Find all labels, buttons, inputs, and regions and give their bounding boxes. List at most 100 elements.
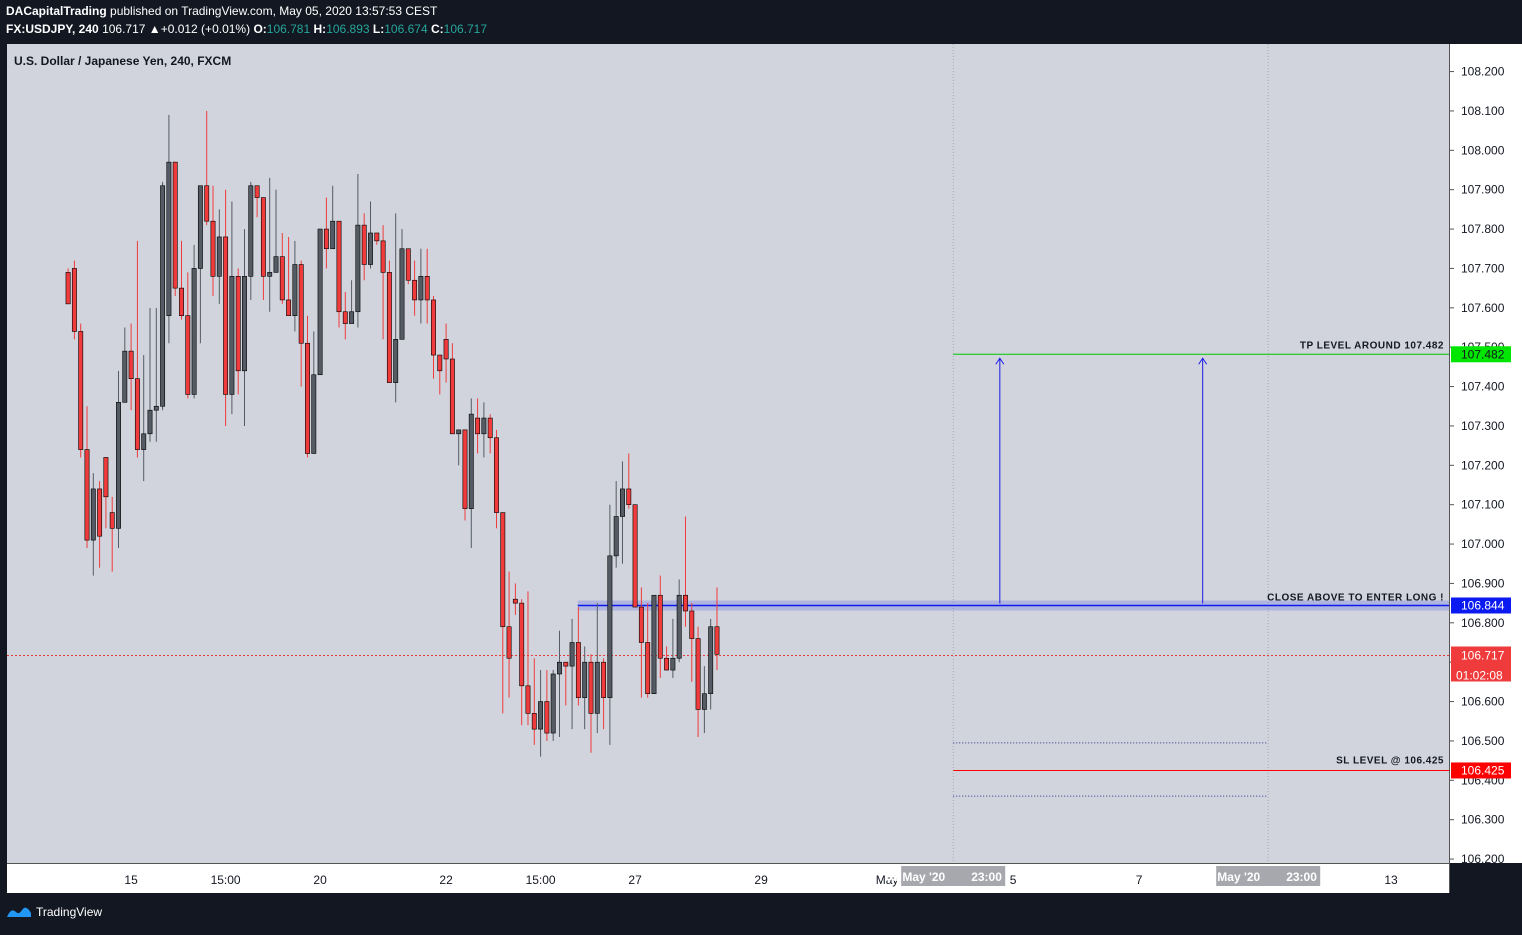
candle[interactable] xyxy=(399,229,405,340)
candle[interactable] xyxy=(374,232,380,245)
candle[interactable] xyxy=(317,228,323,376)
candle[interactable] xyxy=(500,512,506,714)
candle[interactable] xyxy=(84,406,90,548)
candle[interactable] xyxy=(179,240,184,320)
candle[interactable] xyxy=(330,185,336,250)
candle[interactable] xyxy=(695,626,701,737)
candle[interactable] xyxy=(323,197,329,269)
footer-brand[interactable]: TradingView xyxy=(6,902,102,922)
candle[interactable] xyxy=(645,603,651,698)
candle[interactable] xyxy=(405,248,411,285)
candle[interactable] xyxy=(494,429,499,529)
candle[interactable] xyxy=(657,575,663,678)
author-name[interactable]: DACapitalTrading xyxy=(6,4,107,18)
candle[interactable] xyxy=(305,315,310,458)
candle[interactable] xyxy=(210,185,216,296)
candle[interactable] xyxy=(128,323,134,411)
candle[interactable] xyxy=(116,370,121,548)
candle[interactable] xyxy=(185,272,191,399)
candle[interactable] xyxy=(525,591,531,726)
candle[interactable] xyxy=(267,177,273,312)
candle[interactable] xyxy=(229,201,235,415)
candle[interactable] xyxy=(418,248,424,324)
candle[interactable] xyxy=(349,280,355,324)
candle[interactable] xyxy=(97,481,103,568)
candle[interactable] xyxy=(172,161,178,296)
candle[interactable] xyxy=(204,110,210,226)
candle[interactable] xyxy=(279,233,285,304)
candle[interactable] xyxy=(342,292,348,340)
candle[interactable] xyxy=(601,658,607,730)
candle[interactable] xyxy=(594,603,600,734)
candle[interactable] xyxy=(613,481,619,568)
candle[interactable] xyxy=(569,618,575,730)
candle[interactable] xyxy=(248,181,254,300)
candle[interactable] xyxy=(254,185,260,218)
candle[interactable] xyxy=(607,504,613,745)
candle[interactable] xyxy=(632,504,638,608)
candle[interactable] xyxy=(550,670,556,741)
candle[interactable] xyxy=(122,327,128,403)
candle[interactable] xyxy=(260,197,266,300)
candle[interactable] xyxy=(65,268,71,305)
candle[interactable] xyxy=(311,331,317,454)
candle[interactable] xyxy=(512,583,518,615)
candle[interactable] xyxy=(412,260,418,316)
candle[interactable] xyxy=(166,114,172,344)
candle[interactable] xyxy=(456,429,462,466)
candle[interactable] xyxy=(475,398,481,454)
candle[interactable] xyxy=(701,666,707,734)
candle[interactable] xyxy=(223,189,229,426)
candle[interactable] xyxy=(481,402,487,458)
candle[interactable] xyxy=(651,594,657,694)
candle[interactable] xyxy=(286,236,292,316)
time-axis[interactable] xyxy=(7,864,1449,893)
candle[interactable] xyxy=(588,654,594,753)
target-arrow[interactable] xyxy=(1198,357,1208,604)
candle[interactable] xyxy=(708,618,714,710)
candle[interactable] xyxy=(689,603,695,682)
candle[interactable] xyxy=(487,414,493,454)
target-arrow[interactable] xyxy=(995,357,1005,604)
candle[interactable] xyxy=(620,461,625,564)
candle[interactable] xyxy=(235,268,241,395)
candle[interactable] xyxy=(336,220,342,328)
candle[interactable] xyxy=(563,661,569,706)
candle[interactable] xyxy=(519,599,525,726)
plot-background[interactable] xyxy=(7,44,1449,863)
candle[interactable] xyxy=(544,670,550,741)
candle[interactable] xyxy=(242,229,247,426)
candle[interactable] xyxy=(147,307,153,442)
candle[interactable] xyxy=(626,453,632,509)
candle[interactable] xyxy=(368,201,373,269)
candle[interactable] xyxy=(575,607,581,706)
candle[interactable] xyxy=(355,173,361,328)
candle[interactable] xyxy=(78,323,84,458)
candle[interactable] xyxy=(141,355,147,482)
candle[interactable] xyxy=(676,579,682,663)
candle[interactable] xyxy=(462,429,468,521)
candle[interactable] xyxy=(109,496,115,572)
candle[interactable] xyxy=(638,587,644,698)
candle[interactable] xyxy=(191,244,197,399)
candle[interactable] xyxy=(393,213,399,403)
candle[interactable] xyxy=(273,189,279,273)
candle[interactable] xyxy=(90,473,96,576)
candle[interactable] xyxy=(557,630,562,737)
candle[interactable] xyxy=(292,240,298,332)
candle[interactable] xyxy=(160,181,166,411)
candle[interactable] xyxy=(582,646,588,730)
candle[interactable] xyxy=(714,587,720,671)
candle[interactable] xyxy=(431,296,436,379)
candle[interactable] xyxy=(216,209,222,304)
candle[interactable] xyxy=(153,307,159,442)
candle[interactable] xyxy=(71,260,77,340)
candle[interactable] xyxy=(449,343,455,435)
candle[interactable] xyxy=(298,260,304,387)
candle[interactable] xyxy=(531,658,537,745)
candle[interactable] xyxy=(424,248,430,324)
price-axis[interactable] xyxy=(1450,44,1522,863)
candle[interactable] xyxy=(361,213,367,281)
candle[interactable] xyxy=(380,225,386,340)
